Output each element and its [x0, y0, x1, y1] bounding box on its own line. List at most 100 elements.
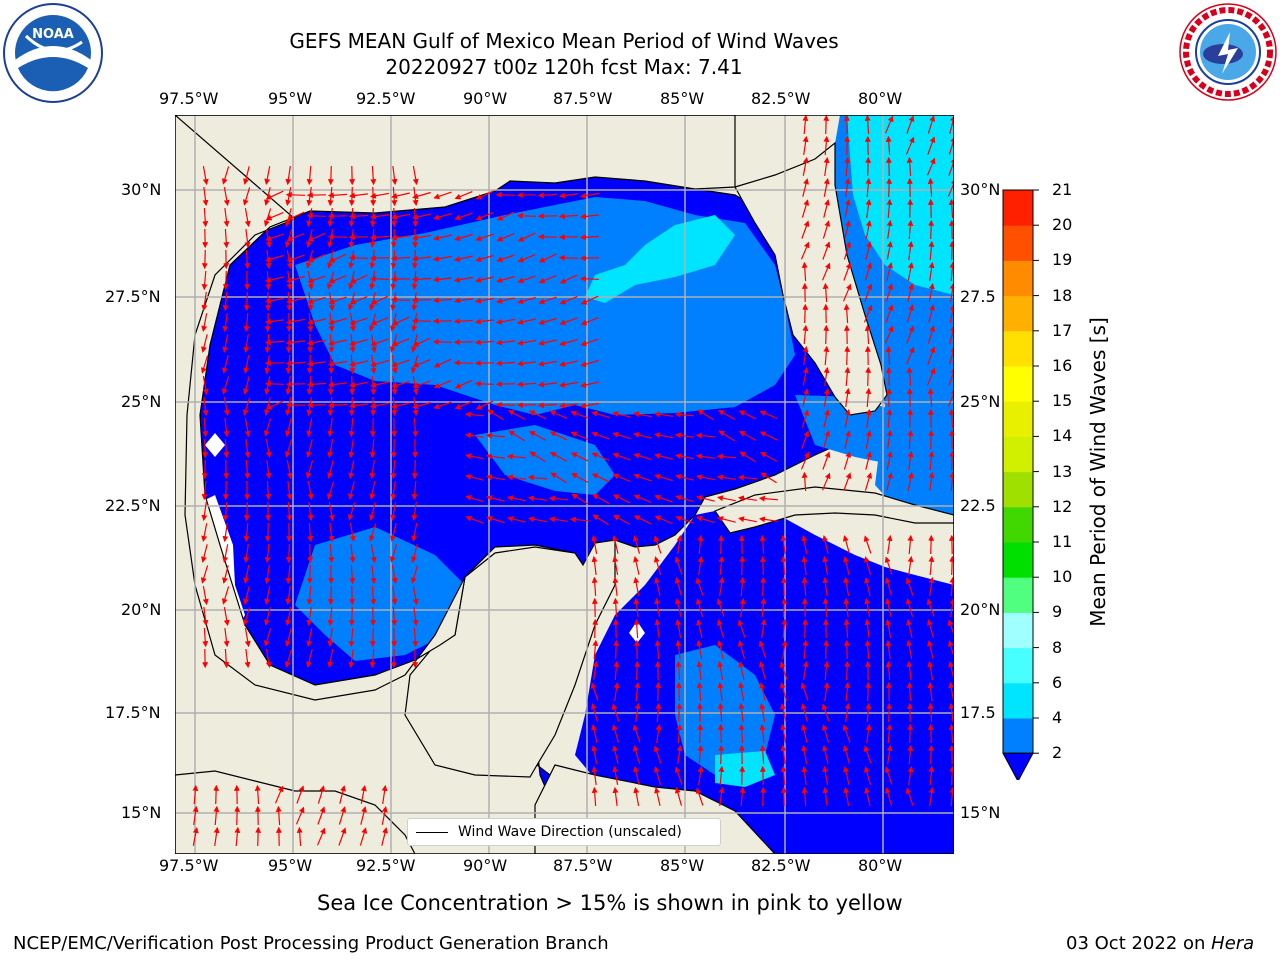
- wind-wave-arrow: [496, 297, 515, 304]
- wind-wave-arrow: [928, 786, 935, 806]
- wind-wave-arrow: [243, 312, 250, 333]
- wind-wave-arrow: [306, 339, 327, 346]
- wind-wave-arrow: [328, 317, 347, 326]
- lon-label-bottom: 80°W: [858, 856, 903, 875]
- wind-wave-arrow: [307, 480, 314, 501]
- wind-wave-arrow: [948, 198, 954, 219]
- wind-wave-arrow: [432, 297, 453, 304]
- wind-wave-arrow: [360, 806, 367, 825]
- wind-wave-arrow: [369, 648, 376, 669]
- wind-wave-arrow: [844, 409, 851, 428]
- wind-wave-arrow: [739, 576, 746, 597]
- wind-wave-arrow: [843, 262, 852, 281]
- wind-wave-arrow: [717, 516, 736, 523]
- colorbar-tick-label: 17: [1052, 320, 1073, 340]
- wind-wave-arrow: [654, 577, 661, 596]
- wind-wave-arrow: [410, 565, 419, 584]
- wind-wave-arrow: [411, 255, 431, 262]
- wind-wave-arrow: [674, 577, 683, 596]
- wind-wave-arrow: [760, 452, 778, 462]
- wind-wave-arrow: [369, 275, 390, 282]
- lon-label-top: 80°W: [858, 89, 903, 108]
- wind-wave-arrow: [780, 723, 787, 744]
- wind-wave-arrow: [801, 220, 810, 239]
- wind-wave-arrow: [244, 249, 251, 270]
- wind-wave-arrow: [390, 438, 397, 459]
- wind-wave-arrow: [412, 607, 419, 627]
- wind-wave-arrow: [865, 451, 872, 470]
- wind-wave-arrow: [634, 681, 641, 702]
- wind-wave-arrow: [369, 627, 376, 648]
- wind-wave-arrow: [243, 166, 250, 185]
- wind-wave-arrow: [244, 439, 251, 459]
- wind-wave-arrow: [633, 576, 640, 597]
- wind-wave-arrow: [370, 165, 377, 186]
- wind-wave-arrow: [390, 481, 397, 501]
- legend-label: Wind Wave Direction (unscaled): [458, 824, 682, 840]
- wind-wave-arrow: [905, 577, 914, 596]
- wind-wave-arrow: [696, 515, 715, 524]
- wind-wave-arrow: [906, 156, 913, 177]
- wind-wave-arrow: [327, 402, 348, 409]
- wind-wave-arrow: [948, 157, 954, 176]
- wind-wave-arrows: [192, 115, 954, 847]
- wind-wave-arrow: [695, 453, 715, 460]
- wind-wave-arrow: [222, 480, 229, 501]
- wind-wave-arrow: [633, 597, 640, 617]
- wind-wave-arrow: [676, 702, 683, 723]
- wind-wave-arrow: [549, 410, 568, 420]
- wind-wave-arrow: [327, 165, 334, 186]
- wind-wave-arrow: [801, 555, 808, 575]
- wind-wave-arrow: [327, 460, 334, 479]
- wind-wave-arrow: [454, 401, 473, 410]
- wind-wave-arrow: [579, 192, 600, 199]
- wind-wave-arrow: [697, 765, 704, 785]
- wind-wave-arrow: [634, 660, 641, 681]
- wind-wave-arrow: [465, 474, 484, 481]
- wind-wave-arrow: [579, 402, 600, 409]
- wind-wave-arrow: [286, 501, 293, 522]
- colorbar-segment: [1003, 436, 1033, 473]
- wind-wave-arrow: [822, 786, 829, 806]
- wind-wave-arrow: [202, 627, 209, 648]
- wind-wave-arrow: [697, 744, 704, 765]
- wind-wave-arrow: [412, 380, 431, 389]
- colorbar-segment: [1003, 506, 1033, 543]
- wind-wave-arrow: [633, 411, 652, 418]
- wind-wave-arrow: [906, 115, 915, 134]
- wind-wave-arrow: [886, 241, 893, 260]
- yucatan-land: [404, 539, 616, 778]
- wind-wave-arrow: [369, 438, 376, 459]
- wind-wave-arrow: [885, 345, 892, 366]
- wind-wave-arrow: [370, 317, 389, 326]
- wind-wave-arrow: [391, 192, 410, 199]
- wind-wave-arrow: [538, 296, 557, 305]
- lat-label-right: 27.5: [960, 287, 996, 306]
- wind-wave-arrow: [590, 682, 599, 701]
- colorbar-tick-label: 16: [1052, 356, 1073, 375]
- wind-wave-arrow: [243, 544, 250, 564]
- wind-wave-arrow: [569, 516, 590, 523]
- wind-wave-arrow: [558, 381, 579, 388]
- wind-wave-arrow: [885, 135, 892, 156]
- colorbar-tick-label: 18: [1052, 285, 1073, 305]
- wind-wave-arrow: [348, 649, 355, 669]
- wind-wave-arrow: [717, 702, 724, 723]
- wind-wave-arrow: [886, 534, 893, 554]
- wind-wave-arrow: [348, 254, 369, 261]
- wind-wave-arrow: [780, 534, 787, 554]
- wind-wave-arrow: [328, 543, 335, 564]
- wind-wave-arrow: [718, 744, 725, 765]
- wind-wave-arrow: [243, 522, 250, 543]
- wind-wave-arrow: [286, 211, 305, 221]
- wind-wave-arrow: [411, 276, 432, 283]
- wind-wave-arrow: [674, 766, 683, 785]
- wind-wave-arrow: [265, 212, 284, 221]
- wind-wave-arrow: [285, 607, 292, 626]
- wind-wave-arrow: [213, 805, 220, 826]
- wind-wave-arrow: [360, 785, 367, 804]
- colorbar-segment: [1003, 295, 1033, 332]
- wind-wave-arrow: [537, 360, 558, 367]
- wind-wave-arrow: [432, 338, 453, 345]
- wind-wave-arrow: [474, 380, 495, 387]
